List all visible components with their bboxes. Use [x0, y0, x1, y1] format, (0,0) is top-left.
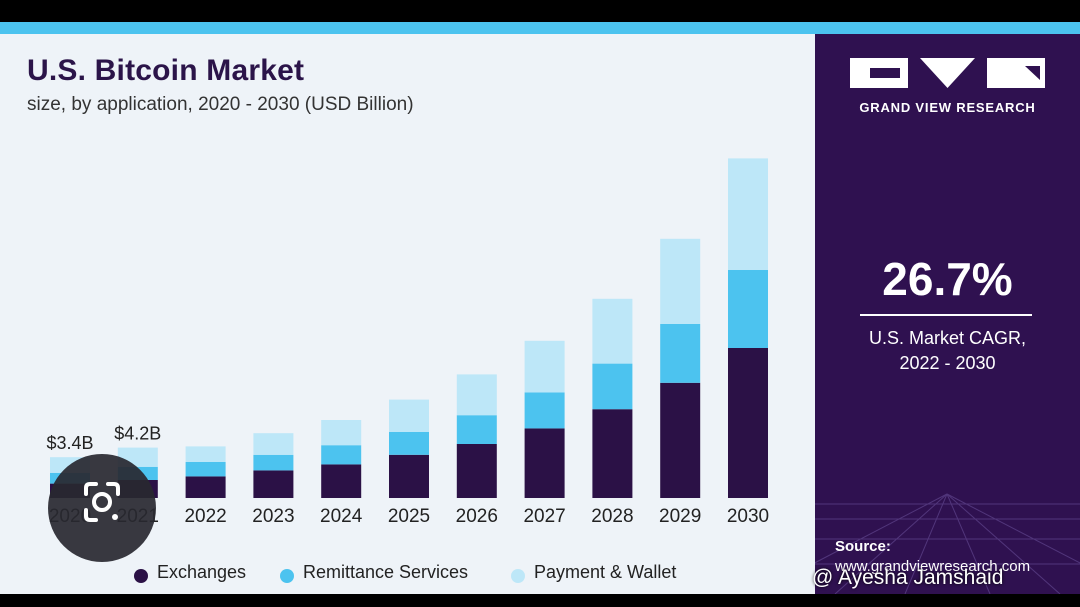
cagr-label-line2: 2022 - 2030: [899, 353, 996, 373]
bar-2027-exchanges: [524, 428, 565, 498]
bar-2029-exchanges: [660, 382, 701, 498]
x-tick-label-2030: 2030: [727, 506, 769, 527]
x-tick-label-2023: 2023: [252, 506, 294, 527]
x-tick-label-2029: 2029: [659, 506, 701, 527]
data-label-2021: $4.2B: [114, 424, 161, 444]
bar-2029-payment-wallet: [660, 238, 701, 324]
legend-label-payment: Payment & Wallet: [534, 562, 677, 582]
bar-2030-exchanges: [728, 348, 768, 498]
legend-swatch-payment: [511, 569, 525, 583]
x-tick-label-2025: 2025: [388, 506, 430, 527]
bar-2026-exchanges: [456, 444, 497, 498]
bar-2026-payment-wallet: [456, 374, 497, 416]
infographic-frame: U.S. Bitcoin Market size, by application…: [0, 22, 1080, 594]
x-tick-label-2026: 2026: [456, 506, 498, 527]
data-label-2020: $3.4B: [46, 433, 93, 453]
x-tick-label-2024: 2024: [320, 506, 363, 527]
bar-2025-exchanges: [389, 454, 429, 498]
bar-2027-remittance-services: [524, 392, 565, 429]
bar-2022-payment-wallet: [185, 446, 226, 462]
cagr-label: U.S. Market CAGR, 2022 - 2030: [815, 326, 1080, 376]
bar-2023-remittance-services: [253, 454, 294, 471]
legend-label-remittance: Remittance Services: [303, 562, 469, 582]
bar-2028-remittance-services: [592, 363, 633, 410]
bar-2030-payment-wallet: [728, 158, 768, 270]
bar-2024-payment-wallet: [321, 420, 362, 446]
perspective-grid-decoration: [815, 493, 1080, 594]
bar-2027-payment-wallet: [524, 340, 565, 393]
lens-search-icon: [84, 482, 120, 522]
cagr-divider: [860, 314, 1032, 316]
source-url[interactable]: www.grandviewresearch.com: [835, 558, 1031, 575]
legend-label-exchanges: Exchanges: [157, 562, 247, 582]
bar-2024-remittance-services: [321, 445, 362, 465]
bar-2029-remittance-services: [660, 324, 701, 383]
chart-subtitle: size, by application, 2020 - 2030 (USD B…: [27, 94, 414, 115]
watermark-text: @ Ayesha Jamshaid: [812, 566, 1004, 589]
bar-2023-exchanges: [253, 470, 294, 498]
bar-2022-remittance-services: [185, 462, 226, 477]
top-accent-line: [0, 22, 1080, 34]
cagr-label-line1: U.S. Market CAGR,: [868, 328, 1027, 348]
legend-swatch-exchanges: [134, 569, 148, 583]
cagr-value: 26.7%: [882, 253, 1013, 305]
x-tick-label-2027: 2027: [523, 506, 565, 527]
bar-2028-exchanges: [592, 409, 633, 498]
bar-2023-payment-wallet: [253, 433, 294, 455]
bar-2024-exchanges: [321, 464, 362, 498]
bar-2022-exchanges: [185, 476, 226, 498]
google-lens-overlay[interactable]: [48, 454, 156, 562]
x-tick-label-2028: 2028: [591, 506, 633, 527]
bar-2030-remittance-services: [728, 270, 768, 348]
bar-2028-payment-wallet: [592, 298, 633, 364]
grand-view-research-logo-icon: [850, 58, 1045, 88]
source-title: Source:: [835, 538, 891, 555]
bar-2025-payment-wallet: [389, 399, 429, 432]
legend-swatch-remittance: [280, 569, 294, 583]
chart-title: U.S. Bitcoin Market: [27, 54, 305, 87]
bar-2026-remittance-services: [456, 415, 497, 444]
x-tick-label-2022: 2022: [184, 506, 226, 527]
sidebar-panel: GRAND VIEW RESEARCH 26.7% U.S. Market CA…: [815, 34, 1080, 594]
bar-2025-remittance-services: [389, 432, 429, 455]
brand-name: GRAND VIEW RESEARCH: [859, 100, 1036, 115]
